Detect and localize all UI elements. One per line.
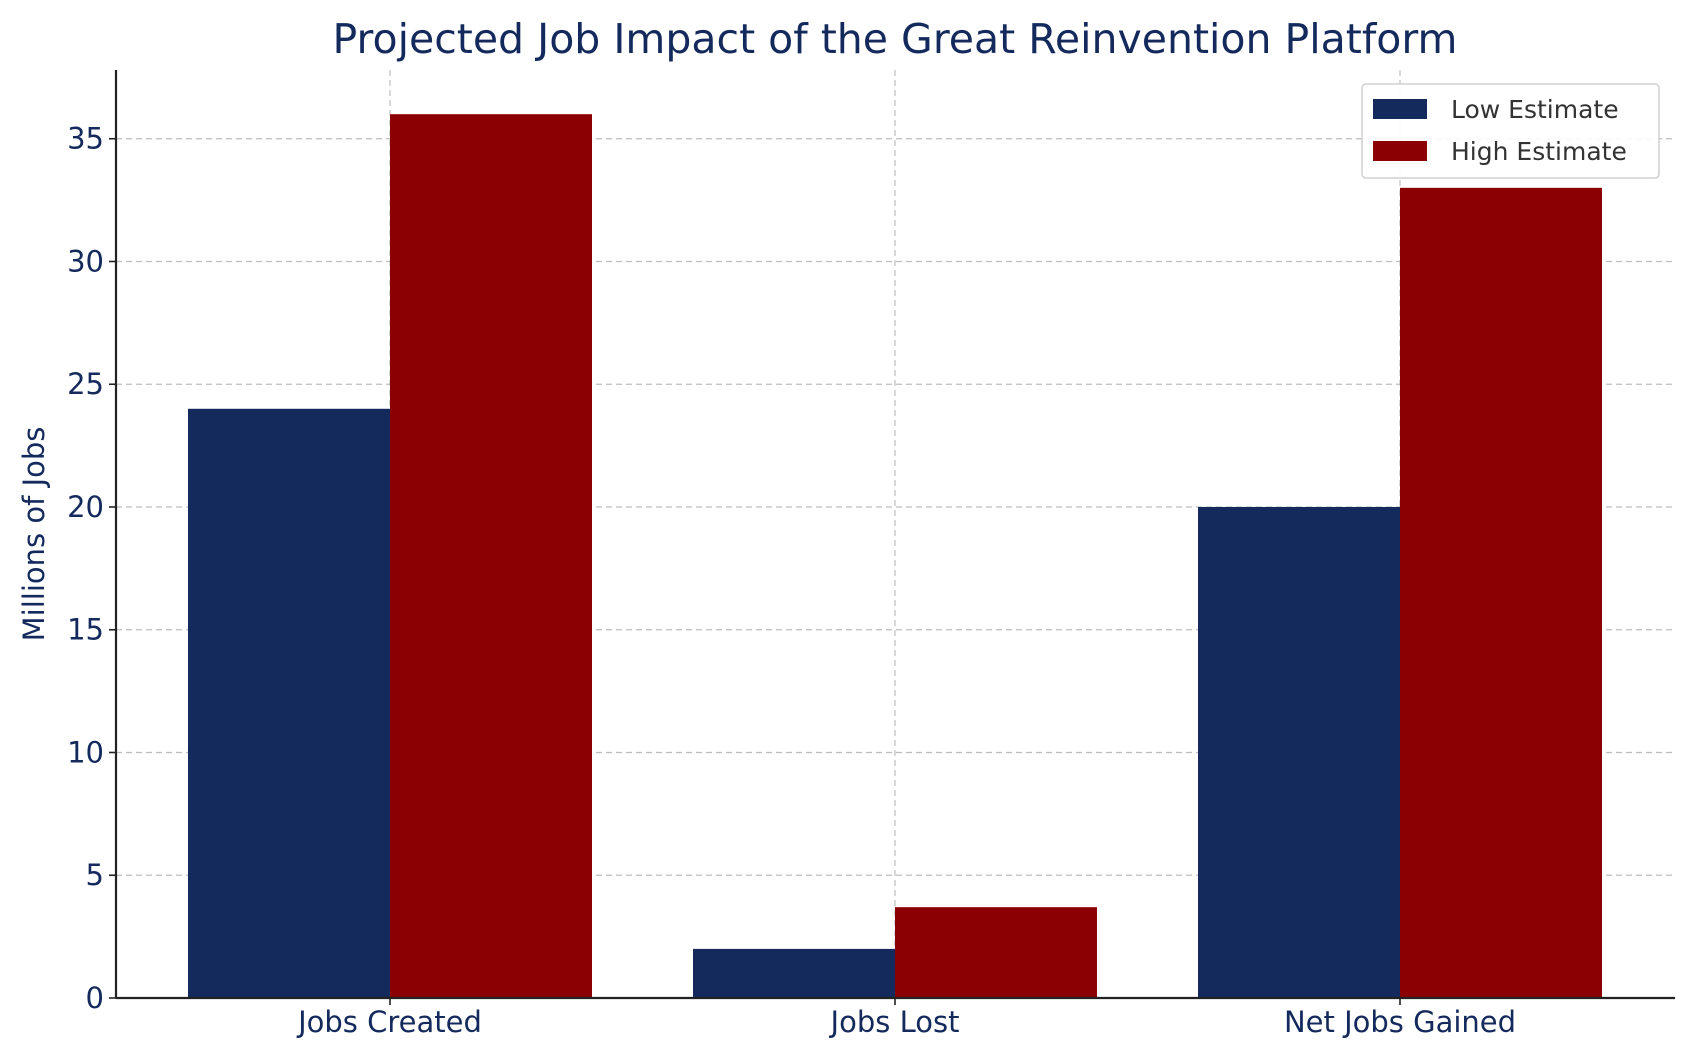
x-tick-label-net-jobs-gained: Net Jobs Gained xyxy=(1284,1005,1516,1039)
bar-net-jobs-gained-high-estimate xyxy=(1400,187,1602,999)
y-tick-label-5: 5 xyxy=(86,858,104,892)
bars xyxy=(188,114,1602,999)
y-axis-label: Millions of Jobs xyxy=(17,427,51,642)
y-tick-label-25: 25 xyxy=(67,367,104,401)
x-tick-label-jobs-created: Jobs Created xyxy=(296,1005,482,1039)
x-ticks: Jobs Created Jobs Lost Net Jobs Gained xyxy=(296,998,1516,1039)
bar-net-jobs-gained-low-estimate xyxy=(1198,506,1400,998)
y-ticks: 0 5 10 15 20 25 30 35 xyxy=(67,122,116,1015)
y-tick-label-30: 30 xyxy=(67,244,104,278)
legend-frame xyxy=(1361,83,1660,179)
y-tick-label-0: 0 xyxy=(86,981,104,1015)
legend-swatch-low-estimate xyxy=(1373,99,1427,119)
bar-jobs-lost-low-estimate xyxy=(693,948,895,998)
chart-title: Projected Job Impact of the Great Reinve… xyxy=(333,15,1458,63)
bar-jobs-created-high-estimate xyxy=(390,114,592,998)
x-tick-label-jobs-lost: Jobs Lost xyxy=(829,1005,960,1039)
legend: Low Estimate High Estimate xyxy=(1361,83,1660,179)
legend-label-high-estimate: High Estimate xyxy=(1451,137,1627,166)
y-tick-label-15: 15 xyxy=(67,613,104,647)
legend-swatch-high-estimate xyxy=(1373,141,1427,161)
legend-label-low-estimate: Low Estimate xyxy=(1451,95,1619,124)
bar-jobs-created-low-estimate xyxy=(188,408,390,998)
y-tick-label-20: 20 xyxy=(67,490,104,524)
y-tick-label-35: 35 xyxy=(67,122,104,156)
bar-jobs-lost-high-estimate xyxy=(895,907,1097,998)
y-tick-label-10: 10 xyxy=(67,735,104,769)
